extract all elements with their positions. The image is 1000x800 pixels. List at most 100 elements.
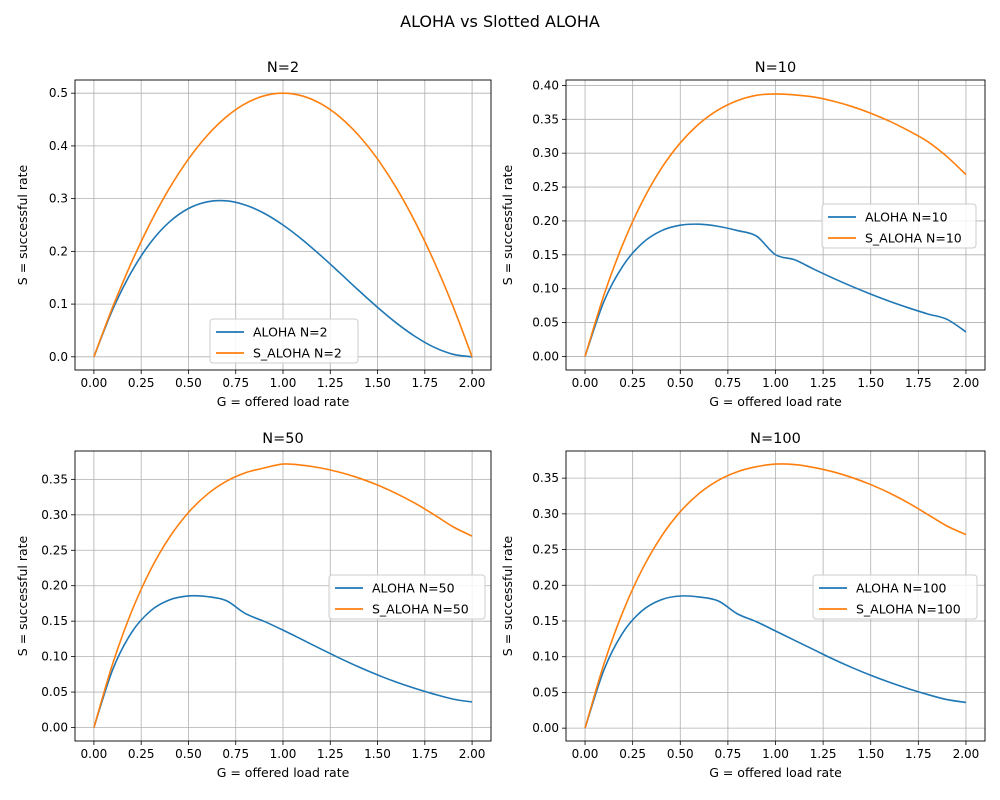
x-tick-label: 1.25 — [317, 376, 344, 390]
y-tick-label: 0.20 — [532, 578, 559, 592]
y-tick-label: 0.10 — [532, 650, 559, 664]
y-axis-label: S = successful rate — [500, 535, 515, 656]
legend-entry: S_ALOHA N=2 — [253, 346, 342, 361]
x-tick-label: 1.00 — [762, 376, 789, 390]
y-tick-label: 0.00 — [532, 349, 559, 363]
x-tick-label: 2.00 — [459, 376, 486, 390]
x-tick-label: 1.50 — [364, 376, 391, 390]
x-tick-label: 0.50 — [175, 376, 202, 390]
x-tick-label: 1.75 — [905, 376, 932, 390]
y-tick-label: 0.5 — [49, 86, 68, 100]
x-tick-label: 1.75 — [411, 747, 438, 761]
y-axis-label: S = successful rate — [500, 164, 515, 285]
s-aloha-series-line — [93, 463, 473, 728]
legend-entry: ALOHA N=50 — [372, 581, 455, 596]
legend-entry: S_ALOHA N=50 — [372, 602, 469, 617]
subplot-n2: 0.00 0.25 0.50 0.75 1.00 1.25 1.50 1.75 2.00 0.0 0… — [15, 60, 492, 409]
y-tick-label: 0.25 — [532, 180, 559, 194]
x-tick-label: 1.25 — [810, 376, 837, 390]
subplot-title: N=10 — [755, 60, 796, 76]
s-aloha-series-line — [93, 92, 473, 358]
y-tick-label: 0.05 — [532, 685, 559, 699]
x-axis-label: G = offered load rate — [709, 394, 842, 409]
legend: ALOHA N=100 S_ALOHA N=100 — [812, 574, 978, 620]
x-tick-label: 0.50 — [175, 747, 202, 761]
x-tick-label: 2.00 — [459, 747, 486, 761]
y-tick-label: 0.40 — [532, 78, 559, 92]
legend-entry: ALOHA N=100 — [856, 581, 947, 596]
x-tick-label: 1.25 — [810, 747, 837, 761]
x-tick-label: 0.00 — [81, 376, 108, 390]
y-tick-label: 0.25 — [41, 543, 68, 557]
x-tick-label: 1.50 — [857, 376, 884, 390]
y-tick-label: 0.15 — [532, 248, 559, 262]
y-tick-label: 0.15 — [532, 614, 559, 628]
aloha-series-line — [93, 594, 473, 728]
x-tick-label: 0.50 — [667, 747, 694, 761]
x-tick-label: 1.50 — [364, 747, 391, 761]
y-tick-label: 0.25 — [532, 543, 559, 557]
y-tick-label: 0.20 — [532, 214, 559, 228]
x-tick-label: 0.25 — [128, 376, 155, 390]
y-tick-label: 0.35 — [532, 112, 559, 126]
legend-box — [328, 574, 486, 620]
y-tick-label: 0.35 — [532, 471, 559, 485]
x-tick-label: 0.75 — [715, 376, 742, 390]
y-tick-label: 0.35 — [41, 472, 68, 486]
x-tick-label: 0.25 — [128, 747, 155, 761]
y-tick-label: 0.30 — [532, 146, 559, 160]
s-aloha-series-line — [584, 93, 967, 357]
aloha-series-line — [584, 223, 967, 357]
x-tick-label: 0.75 — [715, 747, 742, 761]
legend-box — [812, 574, 978, 620]
y-tick-label: 0.05 — [41, 685, 68, 699]
x-axis-label: G = offered load rate — [217, 394, 350, 409]
subplot-n10: 0.00 0.25 0.50 0.75 1.00 1.25 1.50 1.75 2.00 0.00… — [500, 60, 986, 409]
x-tick-label: 1.75 — [411, 376, 438, 390]
y-tick-label: 0.2 — [49, 244, 68, 258]
y-tick-label: 0.4 — [49, 139, 68, 153]
legend-box — [821, 203, 977, 249]
y-tick-label: 0.1 — [49, 297, 68, 311]
legend: ALOHA N=2 S_ALOHA N=2 — [209, 318, 359, 364]
x-axis-label: G = offered load rate — [709, 765, 842, 780]
x-tick-label: 1.75 — [905, 747, 932, 761]
y-tick-label: 0.30 — [41, 508, 68, 522]
x-tick-label: 0.25 — [619, 376, 646, 390]
y-tick-label: 0.30 — [532, 507, 559, 521]
legend-entry: ALOHA N=2 — [253, 325, 328, 340]
x-tick-label: 0.00 — [572, 376, 599, 390]
x-tick-label: 1.50 — [857, 747, 884, 761]
subplot-n100: 0.00 0.25 0.50 0.75 1.00 1.25 1.50 1.75 2.00 0.00… — [500, 431, 986, 780]
y-tick-label: 0.3 — [49, 192, 68, 206]
y-tick-label: 0.00 — [532, 721, 559, 735]
x-tick-label: 2.00 — [953, 747, 980, 761]
y-axis-label: S = successful rate — [15, 164, 30, 285]
x-tick-label: 0.25 — [619, 747, 646, 761]
y-tick-label: 0.20 — [41, 579, 68, 593]
x-tick-label: 1.25 — [317, 747, 344, 761]
legend-entry: S_ALOHA N=10 — [865, 231, 962, 246]
x-tick-label: 1.00 — [762, 747, 789, 761]
x-axis-label: G = offered load rate — [217, 765, 350, 780]
subplot-title: N=50 — [262, 431, 303, 447]
legend: ALOHA N=50 S_ALOHA N=50 — [328, 574, 486, 620]
y-tick-label: 0.05 — [532, 316, 559, 330]
y-axis-label: S = successful rate — [15, 535, 30, 656]
subplot-title: N=100 — [750, 431, 801, 447]
y-tick-label: 0.10 — [41, 650, 68, 664]
subplot-title: N=2 — [267, 60, 299, 76]
s-aloha-series-line — [584, 463, 967, 729]
x-tick-label: 0.00 — [81, 747, 108, 761]
x-tick-label: 0.75 — [222, 747, 249, 761]
aloha-series-line — [584, 595, 967, 729]
figure-title: ALOHA vs Slotted ALOHA — [400, 12, 600, 31]
x-tick-label: 1.00 — [270, 376, 297, 390]
legend: ALOHA N=10 S_ALOHA N=10 — [821, 203, 977, 249]
x-tick-label: 1.00 — [270, 747, 297, 761]
y-tick-label: 0.15 — [41, 614, 68, 628]
legend-entry: ALOHA N=10 — [865, 210, 948, 225]
x-tick-label: 0.75 — [222, 376, 249, 390]
subplot-n50: 0.00 0.25 0.50 0.75 1.00 1.25 1.50 1.75 2.00 0.00… — [15, 431, 492, 780]
